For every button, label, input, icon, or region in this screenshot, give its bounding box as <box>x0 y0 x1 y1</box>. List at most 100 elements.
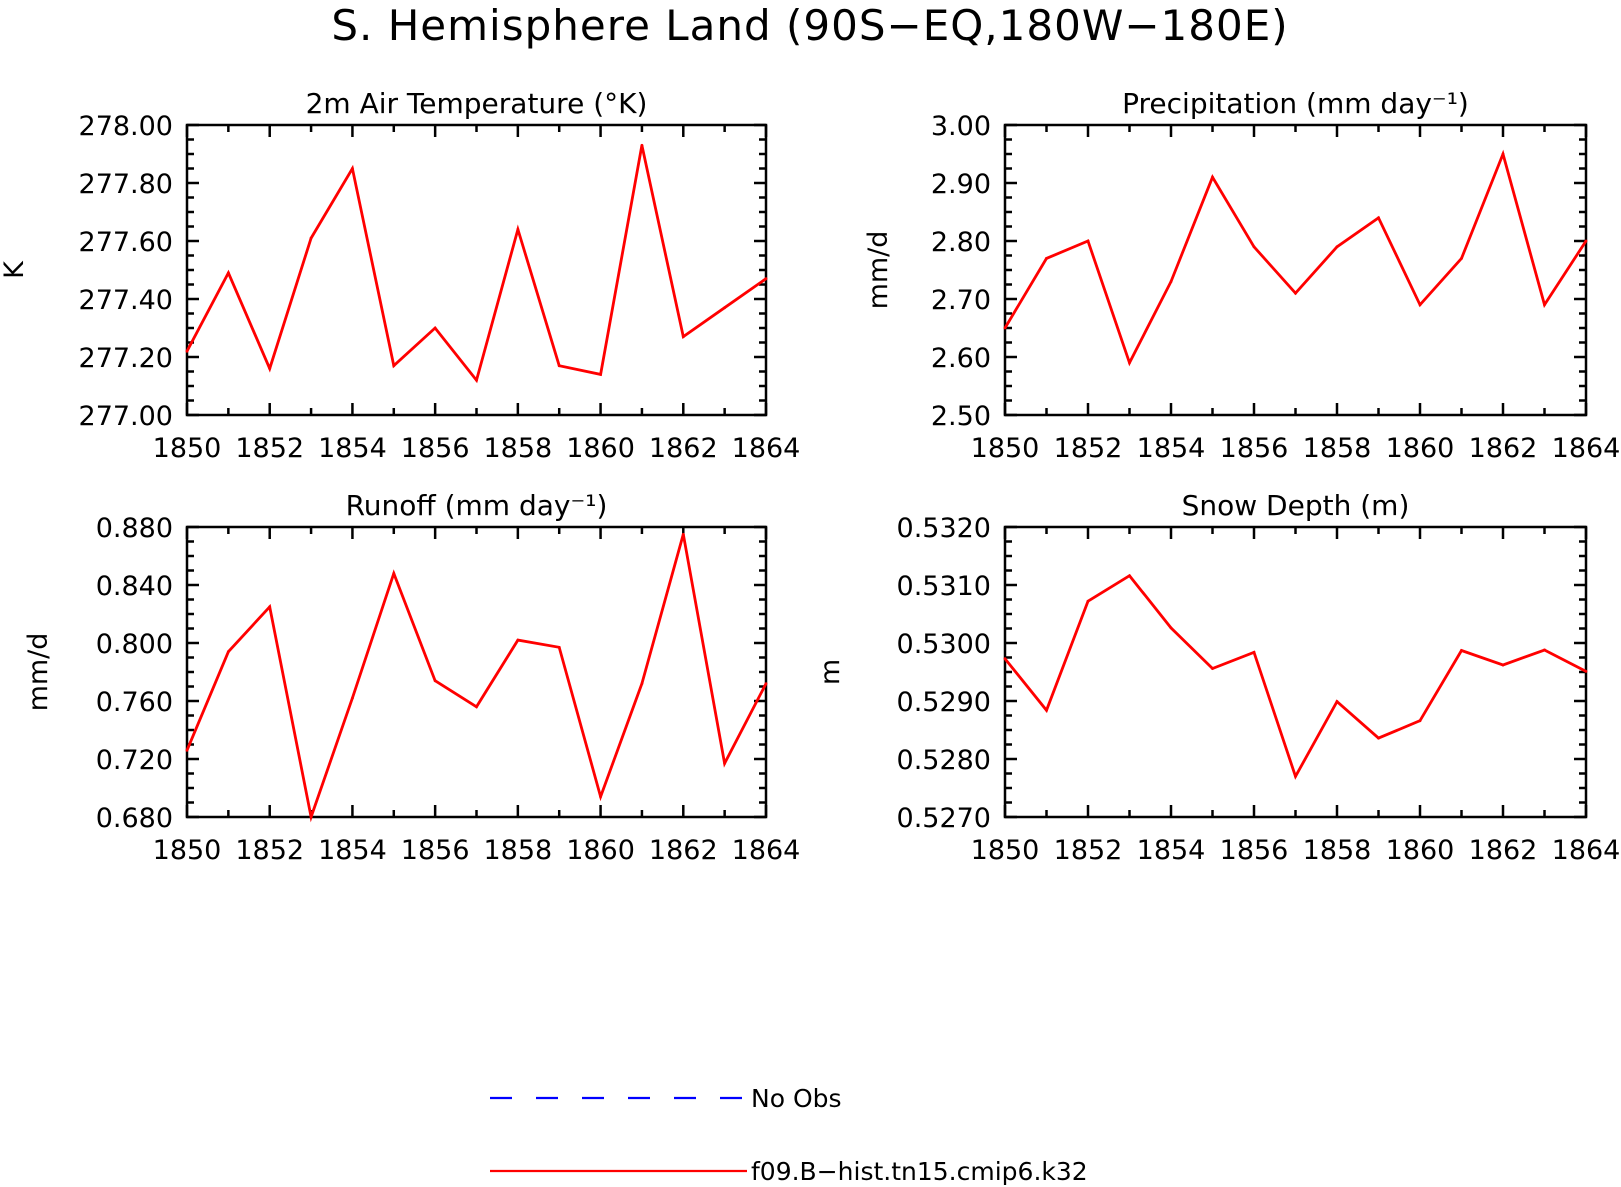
y-tick-label: 0.760 <box>96 687 173 718</box>
panel-title: 2m Air Temperature (°K) <box>306 87 648 120</box>
data-point <box>1252 245 1256 249</box>
x-tick-label: 1852 <box>1054 433 1123 464</box>
data-point <box>557 645 561 649</box>
x-tick-label: 1862 <box>649 433 718 464</box>
panel-4: Snow Depth (m) 1850 1852 1854 1856 1858 1860 18… <box>815 489 1620 866</box>
y-axis-label: mm/d <box>863 231 894 310</box>
data-point <box>1252 650 1256 654</box>
y-tick-label: 277.00 <box>79 401 173 432</box>
y-tick-label: 2.60 <box>931 343 991 374</box>
data-point <box>1128 574 1131 578</box>
panel-2: Precipitation (mm day⁻¹) 1850 1852 1854 1856… <box>863 87 1620 464</box>
x-tick-label: 1854 <box>318 433 387 464</box>
x-tick-label: 1852 <box>235 835 304 866</box>
data-point <box>1003 326 1007 330</box>
data-point <box>1335 245 1339 249</box>
x-tick-label: 1860 <box>566 835 635 866</box>
y-tick-label: 0.5280 <box>897 745 991 776</box>
x-tick-label: 1864 <box>1552 835 1621 866</box>
y-tick-label: 0.800 <box>96 629 173 660</box>
data-point <box>1211 175 1214 179</box>
y-tick-label: 0.840 <box>96 571 173 602</box>
x-tick-label: 1862 <box>1469 835 1538 866</box>
data-point <box>351 167 354 170</box>
data-point <box>1169 280 1173 283</box>
data-point <box>226 271 230 275</box>
y-axis-label: m <box>815 659 846 685</box>
data-point <box>1460 649 1463 652</box>
data-point <box>723 761 727 765</box>
x-tick-label: 1856 <box>401 835 470 866</box>
data-point <box>1335 700 1339 703</box>
legend-label-1: No Obs <box>751 1084 842 1113</box>
x-tick-label: 1850 <box>971 835 1040 866</box>
data-point <box>1584 239 1588 243</box>
y-tick-label: 0.5310 <box>897 571 991 602</box>
data-point <box>1045 257 1048 260</box>
data-point <box>723 306 727 310</box>
x-tick-label: 1856 <box>401 433 470 464</box>
x-tick-label: 1858 <box>1303 835 1372 866</box>
y-tick-label: 0.880 <box>96 513 173 544</box>
data-point <box>640 682 644 685</box>
x-tick-label: 1858 <box>483 433 552 464</box>
x-tick-label: 1856 <box>1220 835 1289 866</box>
data-point <box>1418 303 1422 307</box>
y-axis-label: K <box>0 260 30 279</box>
data-point <box>268 367 272 370</box>
data-point <box>681 335 685 339</box>
data-point <box>1045 708 1048 712</box>
data-point <box>681 532 685 536</box>
data-point <box>185 349 189 353</box>
panel-1: 2m Air Temperature (°K) 1850 1852 1854 1856 1… <box>0 87 800 464</box>
data-point <box>599 373 602 376</box>
data-point <box>268 605 272 609</box>
x-tick-label: 1860 <box>566 433 635 464</box>
y-tick-label: 0.680 <box>96 803 173 834</box>
data-point <box>185 748 189 752</box>
y-tick-label: 0.5290 <box>897 687 991 718</box>
data-point <box>1543 303 1546 307</box>
data-point <box>309 815 313 819</box>
x-tick-label: 1850 <box>153 835 222 866</box>
x-tick-label: 1852 <box>1054 835 1123 866</box>
data-point <box>640 143 644 147</box>
x-tick-label: 1858 <box>1303 433 1372 464</box>
data-point <box>433 679 437 683</box>
data-point <box>475 705 478 709</box>
y-tick-label: 0.5300 <box>897 629 991 660</box>
data-point <box>1294 775 1297 778</box>
data-point <box>475 378 478 382</box>
x-tick-label: 1864 <box>1552 433 1621 464</box>
y-tick-label: 0.5270 <box>897 803 991 834</box>
x-tick-label: 1858 <box>483 835 552 866</box>
figure-title: S. Hemisphere Land (90S−EQ,180W−180E) <box>331 1 1288 50</box>
legend: No Obs f09.B−hist.tn15.cmip6.k32 <box>490 1084 1088 1186</box>
data-point <box>1501 152 1505 156</box>
data-point <box>516 228 520 231</box>
x-tick-label: 1862 <box>649 835 718 866</box>
data-point <box>1128 361 1131 365</box>
data-point <box>1086 599 1090 603</box>
data-point <box>351 696 354 700</box>
data-point <box>599 795 602 799</box>
data-point <box>1460 257 1463 260</box>
x-tick-label: 1860 <box>1386 835 1455 866</box>
y-tick-label: 278.00 <box>79 111 173 142</box>
y-tick-label: 277.60 <box>79 227 173 258</box>
data-point <box>1377 736 1380 740</box>
x-tick-label: 1850 <box>971 433 1040 464</box>
data-point <box>764 277 768 281</box>
data-point <box>392 364 396 368</box>
x-tick-label: 1854 <box>1137 835 1206 866</box>
data-point <box>1501 663 1505 667</box>
data-point <box>433 326 437 330</box>
x-tick-label: 1864 <box>732 835 801 866</box>
panel-title: Runoff (mm day⁻¹) <box>346 489 608 522</box>
y-tick-label: 277.80 <box>79 169 173 200</box>
x-tick-label: 1854 <box>1137 433 1206 464</box>
data-point <box>1543 648 1546 652</box>
data-point <box>1584 670 1588 673</box>
